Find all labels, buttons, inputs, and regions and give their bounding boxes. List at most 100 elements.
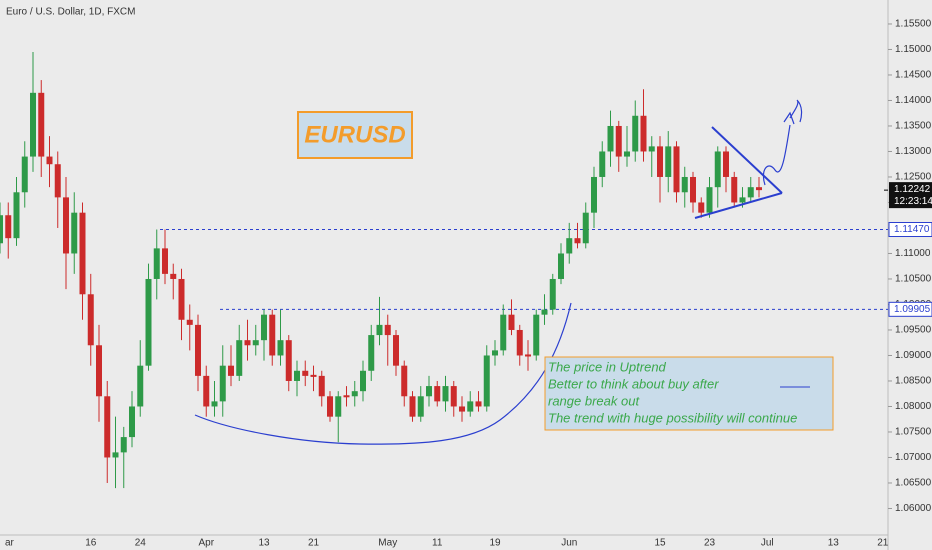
x-tick-label: 21	[308, 538, 320, 549]
plot	[0, 52, 888, 489]
candle-body	[195, 324, 201, 376]
triangle-upper	[711, 126, 783, 194]
candle-body	[162, 248, 168, 274]
candle-body	[236, 340, 243, 376]
x-tick-label: 15	[654, 538, 666, 549]
candle-body	[566, 238, 573, 254]
annotation-text: Better to think about buy after	[548, 376, 719, 391]
candle-body	[252, 340, 259, 346]
x-tick-label: 19	[489, 538, 501, 549]
y-tick-label: 1.08000	[895, 401, 932, 412]
symbol-label: EURUSD	[304, 121, 405, 148]
candle-body	[71, 212, 78, 254]
candle-body	[442, 386, 449, 402]
candle-body	[54, 164, 61, 198]
annotation-box	[544, 356, 834, 431]
candle-body	[261, 314, 267, 341]
candle-body	[219, 365, 226, 402]
candle-body	[63, 197, 69, 254]
candle-body	[533, 314, 540, 356]
x-tick-label: 13	[828, 538, 840, 549]
candle-body	[318, 375, 325, 397]
candle-body	[417, 396, 424, 417]
candle-body	[0, 215, 3, 244]
candle-body	[203, 375, 210, 407]
y-tick-label: 1.07000	[895, 452, 932, 463]
candle-body	[723, 151, 729, 177]
candle-body	[79, 212, 86, 295]
candle-body	[640, 115, 647, 152]
candle-body	[467, 401, 474, 412]
countdown: 12:23:14	[894, 196, 932, 207]
candle-body	[30, 92, 36, 157]
candle-body	[112, 452, 119, 458]
candle-body	[178, 278, 185, 320]
x-tick-label: Apr	[198, 538, 214, 549]
candle-body	[360, 370, 366, 392]
candle-body	[500, 314, 507, 351]
y-tick-label: 1.09000	[895, 350, 932, 361]
candle-body	[706, 187, 713, 213]
y-tick-label: 1.08500	[895, 376, 932, 387]
candle-body	[294, 370, 300, 381]
level-label: 1.11470	[894, 224, 930, 235]
candle-body	[327, 396, 333, 417]
candle-body	[615, 125, 622, 157]
candle-body	[516, 329, 523, 356]
y-tick-label: 1.10500	[895, 274, 932, 285]
y-tick-label: 1.11000	[895, 248, 931, 259]
y-tick-label: 1.07500	[895, 427, 932, 438]
candle-body	[87, 294, 94, 346]
candle-body	[384, 324, 391, 336]
candle-body	[137, 365, 144, 407]
annotation-text: The trend with huge possibility will con…	[548, 410, 797, 425]
candle-body	[541, 309, 548, 315]
candle-body	[104, 396, 111, 458]
x-tick-label: 24	[135, 538, 147, 549]
y-tick-label: 1.15000	[895, 44, 932, 55]
x-tick-label: 16	[85, 538, 97, 549]
candle-body	[120, 437, 127, 453]
chart-title: Euro / U.S. Dollar, 1D, FXCM	[6, 7, 135, 18]
y-tick-label: 1.15500	[895, 19, 932, 30]
candle-body	[376, 324, 383, 336]
x-tick-label: 13	[258, 538, 270, 549]
candle-body	[574, 238, 581, 244]
candle-body	[96, 345, 102, 397]
candle-body	[244, 340, 251, 346]
candle-body	[434, 386, 441, 402]
candle-body	[673, 146, 680, 193]
candle-body	[335, 396, 342, 417]
candle-body	[302, 370, 309, 376]
last-price-label: 1.12242	[894, 184, 931, 195]
candle-body	[525, 354, 531, 357]
candle-body	[343, 395, 350, 398]
candle-body	[747, 187, 754, 198]
candle-body	[690, 176, 696, 203]
candle-body	[13, 192, 20, 239]
candle-body	[228, 365, 234, 376]
x-tick-label: 11	[432, 538, 443, 549]
x-tick-label: May	[378, 538, 397, 549]
annotation-text: The price in Uptrend	[548, 359, 667, 374]
candle-body	[731, 176, 738, 203]
x-tick-label: Jul	[761, 538, 774, 549]
triangle-lower	[694, 192, 783, 219]
candle-body	[211, 401, 218, 407]
candle-body	[368, 335, 375, 371]
candle-body	[46, 156, 53, 165]
candle-body	[492, 350, 498, 356]
candle-body	[549, 278, 556, 310]
candle-body	[714, 151, 721, 188]
candle-body	[483, 355, 490, 407]
x-tick-label: 23	[704, 538, 716, 549]
candle-body	[153, 248, 160, 279]
candle-body	[739, 197, 746, 203]
y-tick-label: 1.13500	[895, 121, 932, 132]
x-tick-label: 21	[877, 538, 889, 549]
arrow-drawing	[762, 99, 803, 186]
candle-body	[648, 146, 655, 152]
candle-body	[508, 314, 515, 330]
annotation-text: range break out	[548, 393, 640, 408]
